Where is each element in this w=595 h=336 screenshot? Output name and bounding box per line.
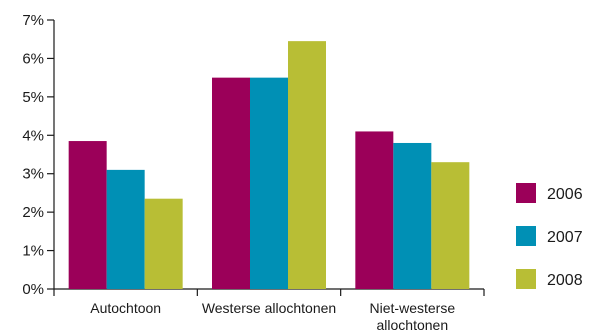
bar-2008-1 xyxy=(288,41,326,290)
x-category-label: Niet-westerse xyxy=(370,300,456,316)
bar-2007-2 xyxy=(393,142,432,289)
y-tick-label: 3% xyxy=(22,166,44,183)
legend-label-2008: 2008 xyxy=(547,272,583,289)
legend-label-2006: 2006 xyxy=(547,186,583,203)
y-tick-label: 2% xyxy=(22,204,44,221)
bar-2006-0 xyxy=(68,141,107,289)
y-tick-label: 1% xyxy=(22,243,44,260)
y-axis: 0% 1% 2% 3% 4% 5% 6% 7% xyxy=(22,12,55,298)
x-category-label: Autochtoon xyxy=(90,300,161,316)
bars xyxy=(68,41,470,290)
bar-2007-0 xyxy=(106,169,145,289)
bar-2008-0 xyxy=(144,198,183,289)
legend-label-2007: 2007 xyxy=(547,229,583,246)
y-tick-label: 7% xyxy=(22,12,44,29)
bar-2008-2 xyxy=(431,162,470,289)
legend-swatch-2008 xyxy=(516,269,536,289)
bar-2007-1 xyxy=(250,77,288,290)
x-axis: Autochtoon Westerse allochtonen Niet-weste… xyxy=(53,288,485,333)
legend-swatch-2006 xyxy=(516,183,536,203)
x-category-label: Westerse allochtonen xyxy=(202,300,336,316)
y-tick-label: 4% xyxy=(22,127,44,144)
x-category-label: allochtonen xyxy=(377,317,449,333)
bar-2006-1 xyxy=(212,77,250,290)
y-tick-label: 5% xyxy=(22,89,44,106)
y-tick-label: 6% xyxy=(22,50,44,67)
legend-swatch-2007 xyxy=(516,226,536,246)
legend: 2006 2007 2008 xyxy=(516,183,583,289)
y-tick-label: 0% xyxy=(22,281,44,298)
bar-2006-2 xyxy=(355,131,394,289)
